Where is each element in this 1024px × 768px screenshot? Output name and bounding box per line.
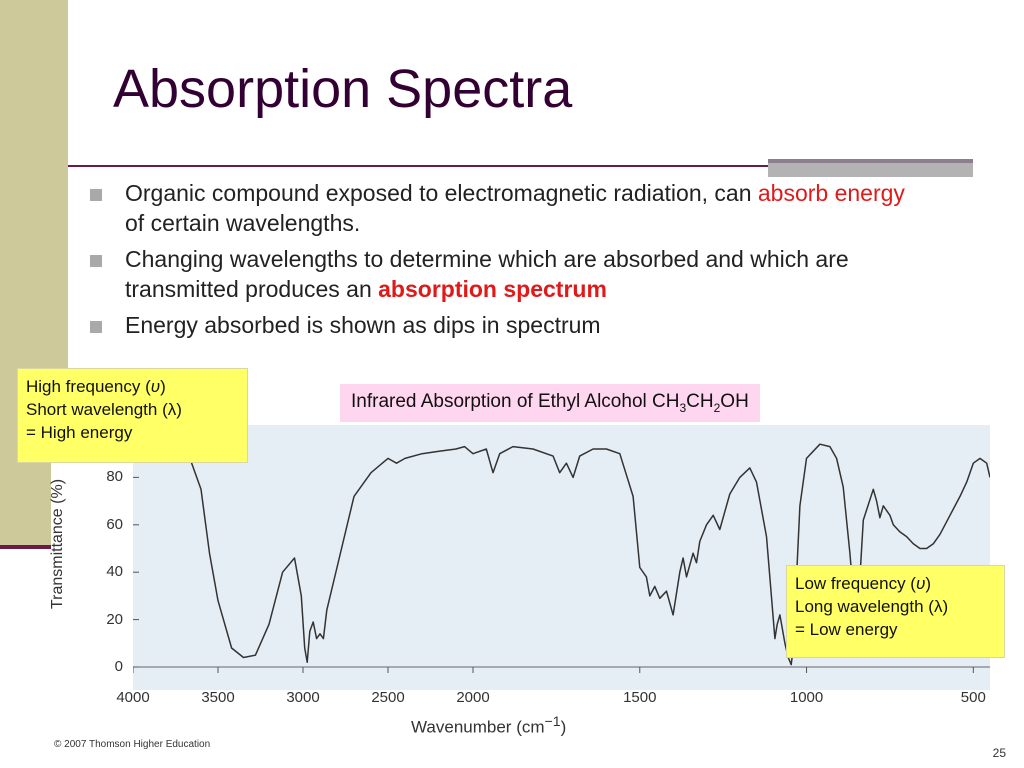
note-text: Short wavelength ( [26, 400, 168, 419]
x-axis-label-text: Wavenumber (cm [411, 717, 545, 737]
lambda-symbol: λ [933, 597, 943, 616]
page-number: 25 [992, 746, 1006, 760]
x-tick-label: 3500 [201, 689, 235, 706]
bullet-text: Organic compound exposed to electromagne… [125, 180, 758, 206]
bullet-highlight: absorb energy [757, 180, 905, 206]
bullet-item: Changing wavelengths to determine which … [88, 244, 918, 304]
bullet-item: Energy absorbed is shown as dips in spec… [88, 310, 918, 340]
note-text: Low frequency ( [795, 574, 916, 593]
low-energy-note: Low frequency (υ) Long wavelength (λ) = … [786, 565, 1005, 658]
chart-title-part: OH [720, 391, 749, 412]
title-rule-bar [768, 159, 973, 177]
title-rule-bar-accent [768, 159, 973, 163]
chart-title: Infrared Absorption of Ethyl Alcohol CH3… [340, 384, 760, 422]
note-text: ) [925, 574, 931, 593]
note-line: = High energy [26, 423, 133, 442]
lambda-symbol: λ [167, 400, 177, 419]
copyright-text: © 2007 Thomson Higher Education [54, 739, 211, 750]
spectrum-line [132, 433, 991, 666]
x-tick-label: 1500 [623, 689, 657, 706]
bullet-text: Energy absorbed is shown as dips in spec… [125, 312, 601, 338]
note-line: Short wavelength (λ) [26, 398, 239, 421]
x-axis-label-end: ) [560, 717, 567, 737]
chart-title-part: CH [686, 391, 714, 412]
note-text: High frequency ( [26, 377, 151, 396]
y-tick-label: 0 [114, 658, 123, 675]
bullet-text: Changing wavelengths to determine which … [125, 246, 849, 302]
x-axis-label-exponent: −1 [544, 714, 561, 730]
square-bullet-icon [90, 255, 102, 267]
x-tick-label: 2500 [371, 689, 405, 706]
nu-symbol: υ [915, 574, 926, 593]
note-text: ) [176, 400, 182, 419]
x-tick-label: 1000 [789, 689, 824, 706]
nu-symbol: υ [150, 377, 161, 396]
note-text: ) [942, 597, 949, 616]
x-axis-label: Wavenumber (cm−1) [411, 714, 566, 738]
left-accent-line [0, 545, 68, 549]
bullet-item: Organic compound exposed to electromagne… [88, 178, 918, 238]
x-tick-label: 500 [960, 689, 986, 706]
slide-title: Absorption Spectra [113, 59, 573, 119]
x-tick-label: 3000 [286, 689, 320, 706]
bullet-list: Organic compound exposed to electromagne… [88, 178, 918, 346]
square-bullet-icon [90, 189, 102, 201]
x-tick-label: 2000 [456, 689, 490, 706]
chart-title-subscript: 2 [713, 400, 721, 415]
chart-title-subscript: 3 [679, 400, 687, 415]
note-text: ) [160, 377, 166, 396]
bullet-text: of certain wavelengths. [125, 210, 361, 236]
y-axis-label: Transmittance (%) [49, 478, 66, 610]
note-line: High frequency (υ) [26, 375, 239, 398]
x-tick-label: 4000 [116, 689, 150, 706]
title-underline [68, 165, 768, 167]
chart-title-part: Infrared Absorption of Ethyl Alcohol CH [351, 391, 680, 412]
high-energy-note: High frequency (υ) Short wavelength (λ) … [17, 368, 248, 463]
y-tick-label: 20 [106, 610, 123, 628]
note-text: Long wavelength ( [795, 597, 934, 616]
note-line: Long wavelength (λ) [795, 595, 996, 618]
y-tick-label: 60 [106, 515, 123, 533]
note-line: = Low energy [795, 620, 898, 639]
y-tick-label: 80 [106, 468, 123, 486]
spectrum-svg [132, 433, 991, 673]
y-tick-label: 40 [106, 563, 123, 581]
note-line: Low frequency (υ) [795, 572, 996, 595]
bullet-highlight: absorption spectrum [378, 276, 607, 302]
square-bullet-icon [90, 321, 102, 333]
